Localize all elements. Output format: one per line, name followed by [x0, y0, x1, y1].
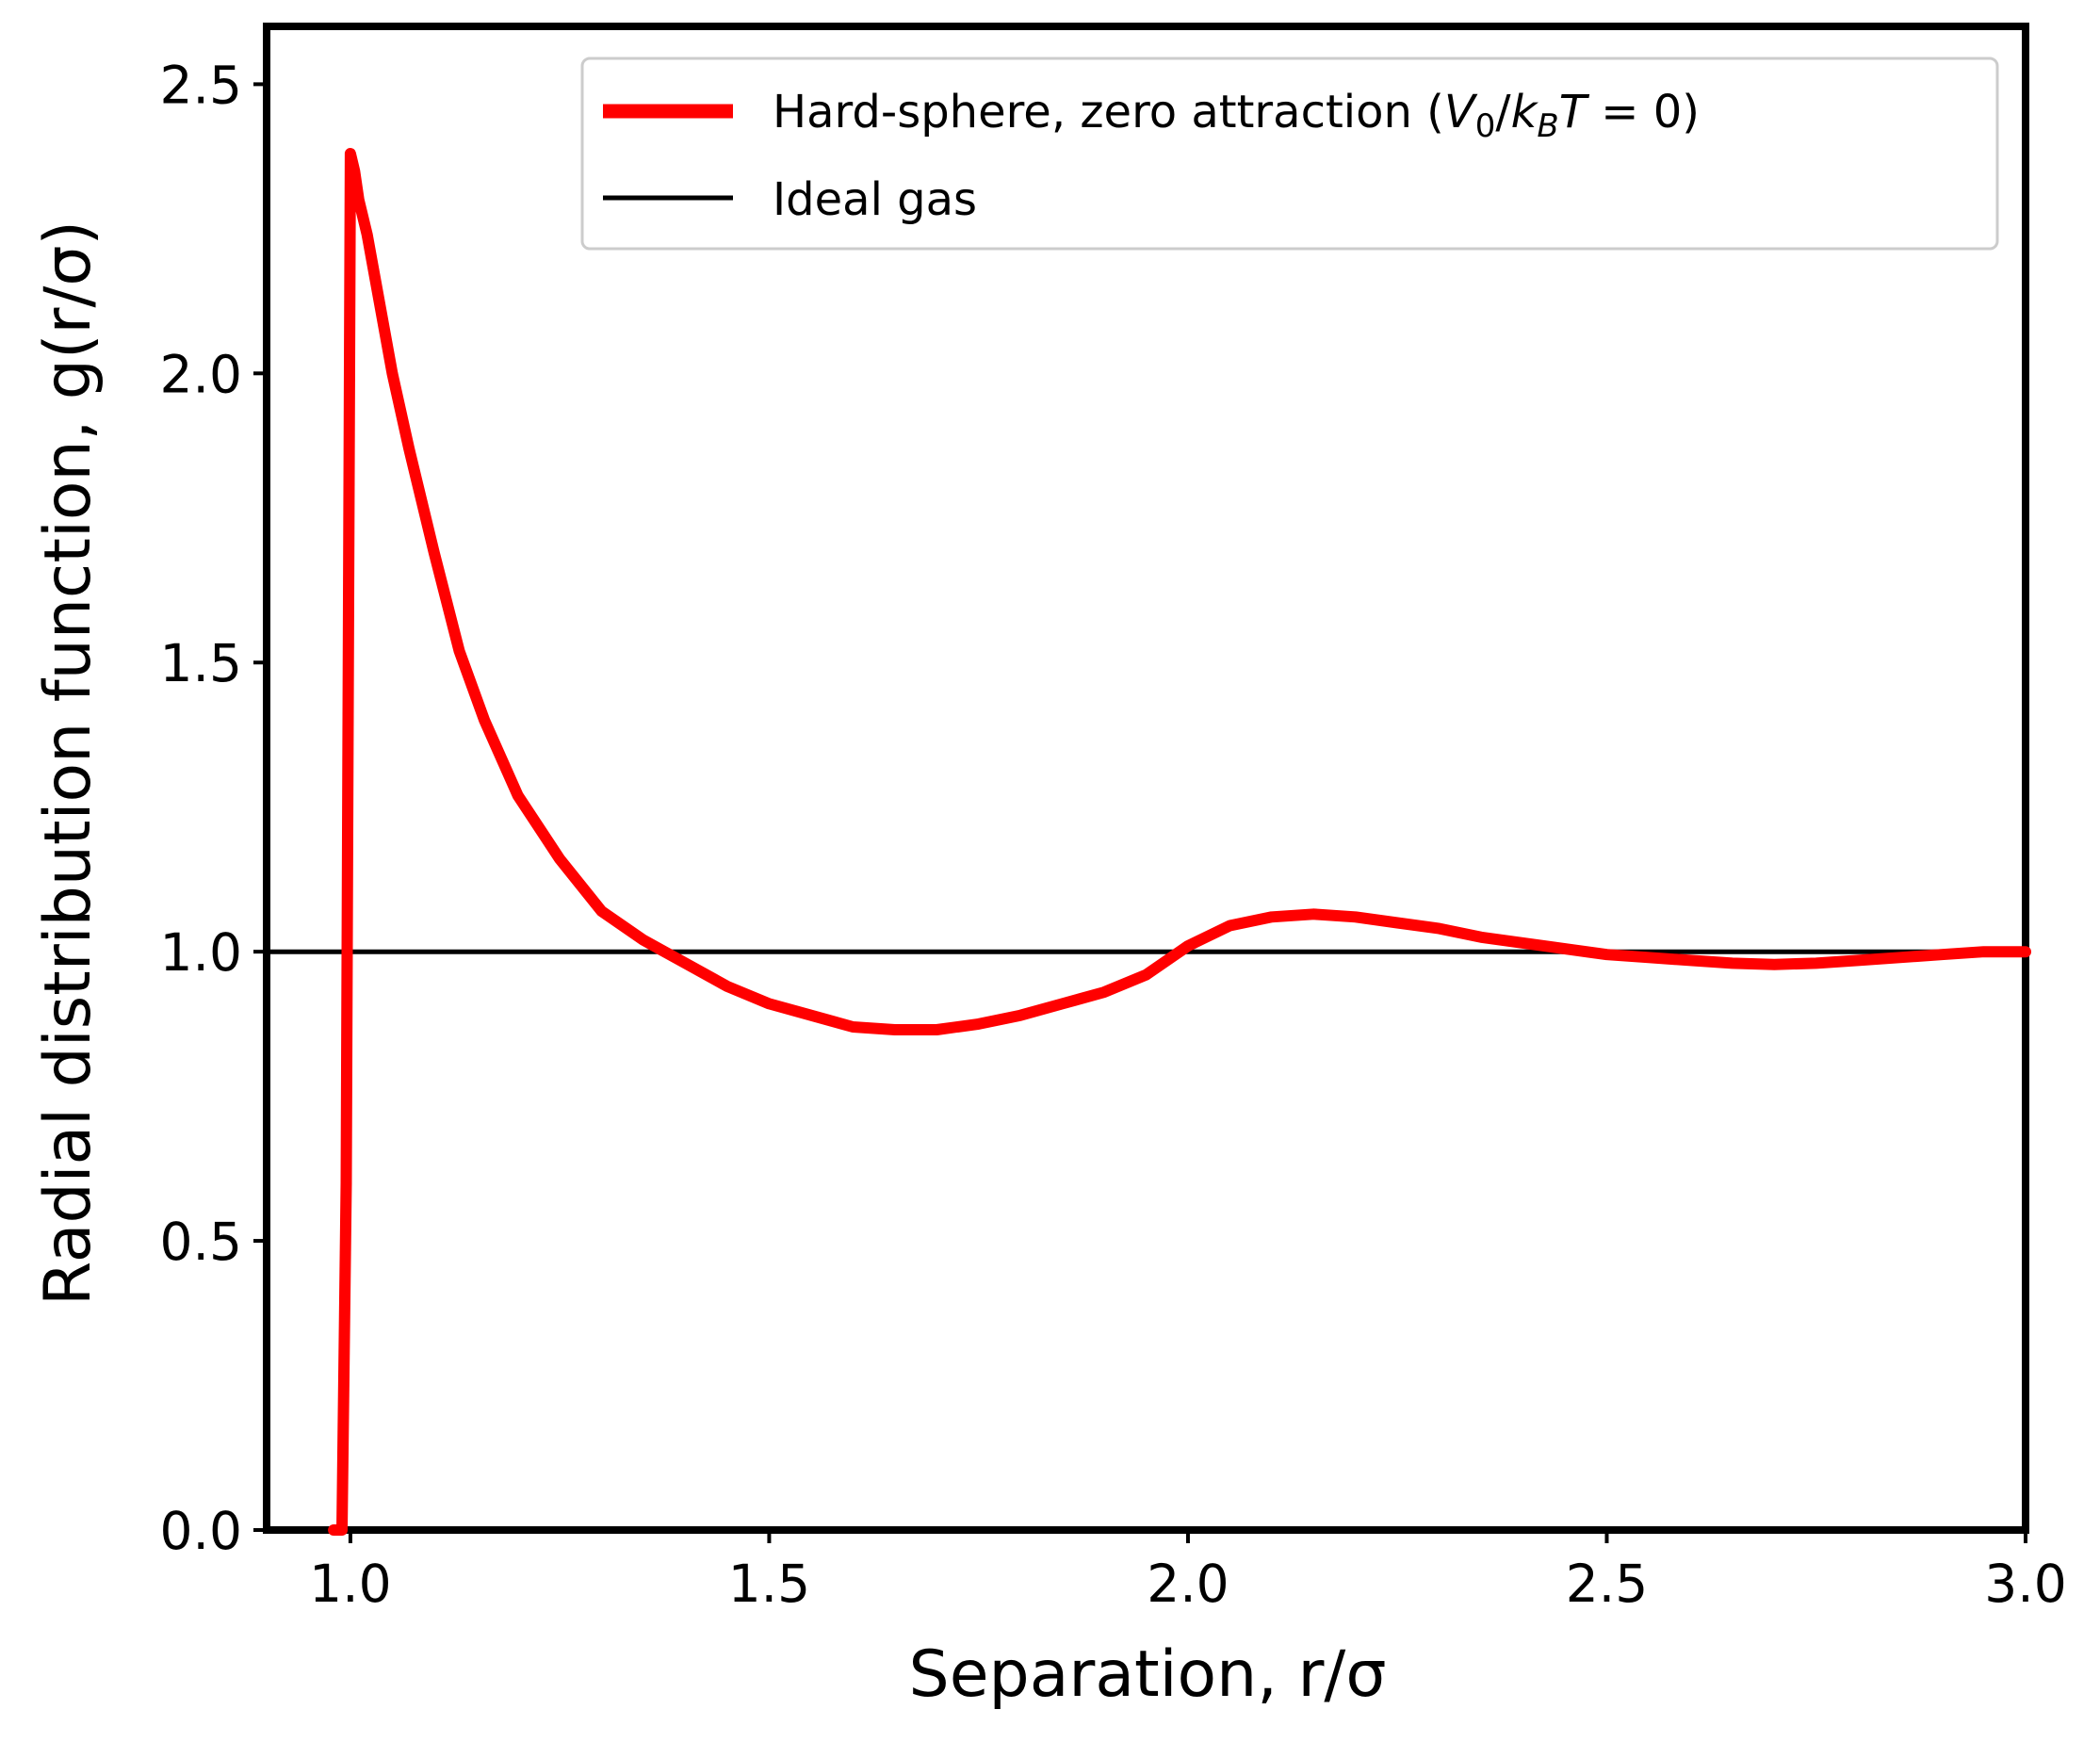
- legend: Hard-sphere, zero attraction (V0/kBT = 0…: [580, 57, 1999, 251]
- x-axis-label: Separation, r/σ: [909, 1637, 1387, 1712]
- legend-math-v-sub: 0: [1475, 107, 1496, 145]
- y-axis-ticks: 0.0 0.5 1.0 1.5 2.0 2.5: [160, 55, 267, 1561]
- legend-label-prefix: Hard-sphere, zero attraction (: [773, 86, 1444, 138]
- series-layer: [264, 148, 2031, 1536]
- legend-math-k-sub: B: [1537, 107, 1558, 145]
- legend-label-suffix: ): [1682, 86, 1700, 138]
- legend-math-slash: /: [1495, 86, 1511, 138]
- y-tick-label: 1.5: [160, 633, 242, 693]
- legend-box: [580, 57, 1999, 251]
- series-line-hard-sphere: [328, 148, 2031, 1536]
- x-tick-label: 2.0: [1147, 1554, 1229, 1614]
- y-axis-label: Radial distribution function, g(r/σ): [31, 220, 106, 1306]
- legend-label-hard-sphere: Hard-sphere, zero attraction (V0/kBT = 0…: [773, 86, 1700, 145]
- y-tick-label: 0.5: [160, 1212, 242, 1272]
- legend-math-eq: = 0: [1587, 86, 1682, 138]
- legend-math-t: T: [1559, 86, 1590, 138]
- x-tick-label: 2.5: [1566, 1554, 1648, 1614]
- y-tick-label: 2.0: [160, 344, 242, 404]
- legend-math-k: k: [1511, 86, 1539, 138]
- legend-math-v: V: [1444, 86, 1478, 138]
- y-tick-label: 2.5: [160, 55, 242, 115]
- legend-label-ideal-gas: Ideal gas: [773, 173, 977, 226]
- x-axis-ticks: 1.0 1.5 2.0 2.5 3.0: [309, 1530, 2067, 1614]
- plot-frame: [263, 23, 2029, 1534]
- x-tick-label: 3.0: [1984, 1554, 2066, 1614]
- x-tick-label: 1.5: [728, 1554, 810, 1614]
- x-tick-label: 1.0: [309, 1554, 391, 1614]
- y-tick-label: 0.0: [160, 1501, 242, 1561]
- y-tick-label: 1.0: [160, 922, 242, 983]
